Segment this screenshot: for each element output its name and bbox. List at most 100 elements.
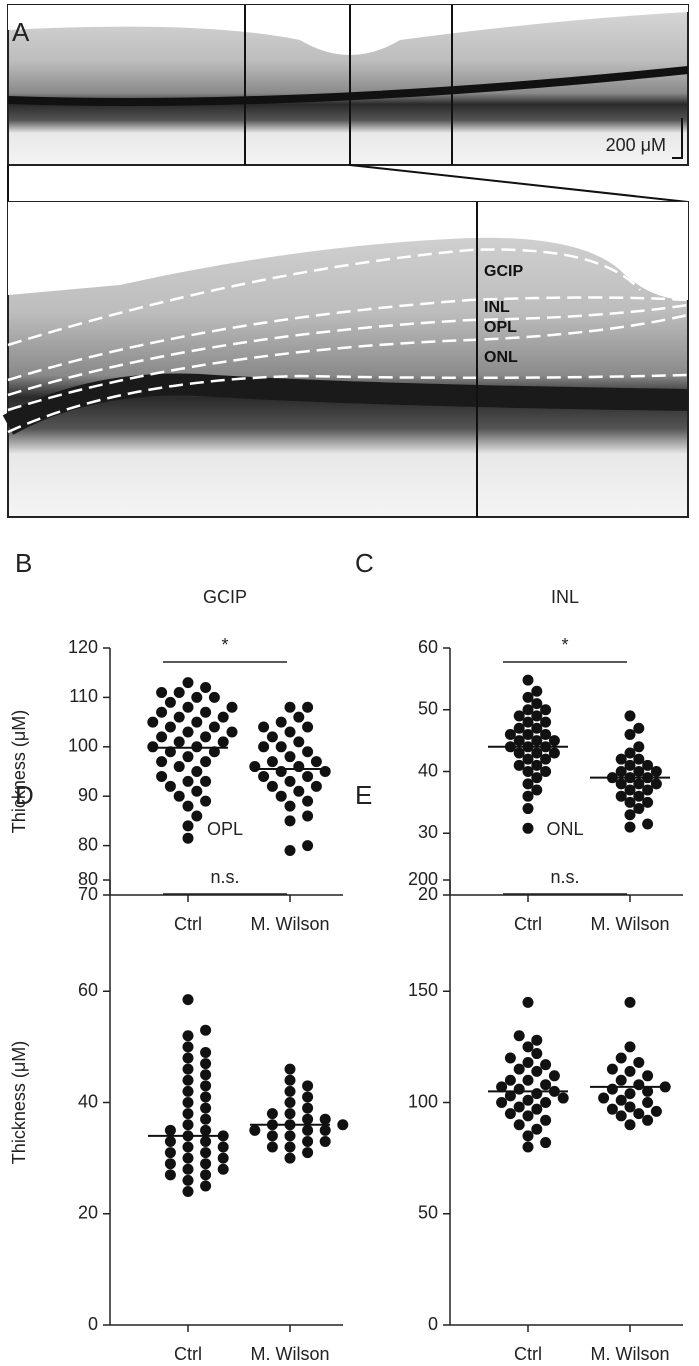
- x-tick-label: M. Wilson: [590, 1344, 669, 1364]
- data-point: [642, 1097, 654, 1108]
- data-point: [164, 1135, 176, 1147]
- data-point: [504, 1052, 516, 1064]
- data-point: [266, 731, 278, 743]
- data-point: [182, 1119, 194, 1131]
- vitreous: [8, 5, 688, 55]
- x-tick-label: M. Wilson: [250, 1344, 329, 1364]
- data-point: [302, 701, 314, 713]
- y-tick-label: 20: [78, 1203, 98, 1223]
- data-point: [615, 1094, 627, 1106]
- chart-title: ONL: [546, 819, 583, 839]
- data-point: [531, 1123, 543, 1135]
- data-point: [200, 1058, 212, 1070]
- data-point: [217, 711, 229, 723]
- y-tick-label: 100: [408, 1091, 438, 1111]
- data-point: [633, 753, 645, 765]
- data-point: [624, 759, 636, 771]
- data-point: [200, 756, 212, 768]
- rpe-band: [7, 66, 689, 106]
- data-point: [164, 696, 176, 708]
- vitreous: [8, 202, 688, 300]
- data-point: [642, 1085, 654, 1097]
- data-point: [191, 691, 203, 703]
- data-point: [200, 795, 212, 807]
- data-point: [606, 1083, 618, 1095]
- data-point: [302, 721, 314, 733]
- data-point: [531, 747, 543, 759]
- y-tick-label: 40: [78, 1091, 98, 1111]
- data-point: [164, 1169, 176, 1181]
- data-point: [513, 1101, 525, 1113]
- data-point: [624, 1101, 636, 1113]
- data-point: [598, 1092, 610, 1104]
- panel-label: C: [355, 548, 374, 578]
- data-point: [191, 716, 203, 728]
- data-point: [182, 1141, 194, 1153]
- data-point: [164, 780, 176, 792]
- data-point: [200, 1091, 212, 1103]
- data-point: [200, 1147, 212, 1159]
- data-point: [513, 1030, 525, 1042]
- chart-title: GCIP: [203, 587, 247, 607]
- data-point: [284, 1141, 296, 1153]
- y-tick-label: 200: [408, 869, 438, 889]
- data-point: [633, 1108, 645, 1120]
- x-tick-label: M. Wilson: [590, 914, 669, 934]
- data-point: [513, 735, 525, 747]
- data-point: [302, 1102, 314, 1114]
- data-point: [522, 1041, 534, 1053]
- data-point: [522, 1074, 534, 1086]
- data-point: [284, 726, 296, 738]
- data-point: [156, 706, 168, 718]
- data-point: [284, 1130, 296, 1142]
- y-tick-label: 120: [68, 637, 98, 657]
- data-point: [200, 1113, 212, 1125]
- data-point: [633, 1056, 645, 1068]
- data-point: [624, 728, 636, 740]
- data-point: [182, 820, 194, 832]
- data-point: [275, 716, 287, 728]
- data-point: [540, 1114, 552, 1126]
- data-point: [615, 778, 627, 790]
- data-point: [633, 741, 645, 753]
- data-point: [633, 1079, 645, 1091]
- data-point: [615, 1052, 627, 1064]
- data-point: [200, 1080, 212, 1092]
- panel-label: E: [355, 780, 372, 810]
- data-point: [531, 698, 543, 710]
- panel-label: B: [15, 548, 32, 578]
- data-point: [164, 746, 176, 758]
- y-tick-label: 70: [78, 884, 98, 904]
- data-point: [182, 751, 194, 763]
- data-point: [522, 766, 534, 777]
- data-point: [496, 1081, 508, 1093]
- data-point: [302, 840, 314, 852]
- data-point: [302, 1080, 314, 1092]
- data-point: [182, 726, 194, 738]
- data-point: [217, 1141, 229, 1153]
- data-point: [200, 1046, 212, 1058]
- data-point: [164, 1124, 176, 1136]
- data-point: [182, 1097, 194, 1108]
- data-point: [615, 1110, 627, 1122]
- data-point: [633, 790, 645, 802]
- data-point: [217, 1152, 229, 1164]
- data-point: [284, 1108, 296, 1120]
- data-point: [606, 1063, 618, 1075]
- data-point: [531, 735, 543, 747]
- data-point: [275, 790, 287, 802]
- data-point: [217, 1163, 229, 1175]
- chart-title: INL: [551, 587, 579, 607]
- data-point: [266, 1108, 278, 1120]
- data-point: [540, 766, 552, 777]
- data-point: [182, 775, 194, 787]
- data-point: [302, 1135, 314, 1147]
- data-point: [182, 1174, 194, 1186]
- layer-label: OPL: [484, 319, 517, 336]
- x-tick-label: Ctrl: [514, 1344, 542, 1364]
- data-point: [182, 1108, 194, 1120]
- data-point: [522, 1141, 534, 1153]
- data-point: [191, 785, 203, 797]
- data-point: [200, 1024, 212, 1036]
